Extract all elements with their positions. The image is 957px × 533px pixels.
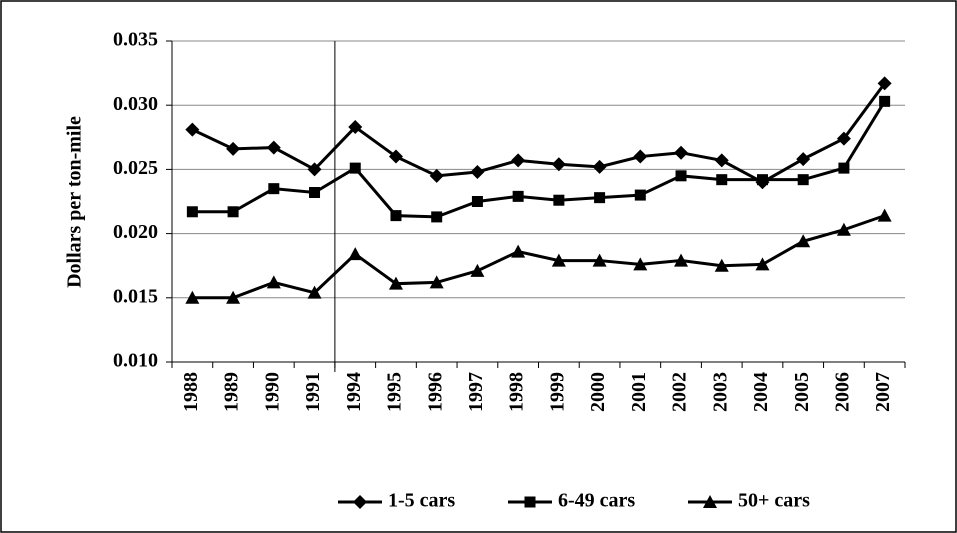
point — [226, 290, 241, 304]
x-tick-label: 2006 — [832, 372, 854, 412]
x-tick-label: 2007 — [872, 372, 894, 412]
x-tick-label: 1989 — [221, 372, 243, 412]
point — [185, 122, 200, 137]
legend-label: 50+ cars — [738, 490, 810, 512]
point — [185, 290, 200, 304]
point — [594, 192, 606, 204]
x-tick-label: 2004 — [750, 372, 772, 412]
x-tick-label: 1998 — [506, 372, 528, 412]
point — [838, 162, 850, 174]
point — [227, 206, 239, 218]
x-tick-label: 2000 — [587, 372, 609, 412]
series-line — [192, 100, 886, 219]
point — [266, 140, 281, 155]
x-tick-label: 1999 — [546, 372, 568, 412]
legend-marker — [524, 496, 536, 508]
legend-marker — [703, 495, 717, 508]
y-tick-label: 0.015 — [113, 285, 158, 307]
point — [470, 263, 485, 277]
point — [429, 168, 444, 183]
y-tick-label: 0.020 — [113, 221, 158, 243]
point — [714, 153, 729, 168]
point — [349, 162, 361, 174]
point — [431, 211, 443, 223]
point — [836, 131, 851, 146]
point — [553, 194, 565, 206]
point — [268, 183, 280, 195]
x-tick-label: 1996 — [424, 372, 446, 412]
point — [388, 276, 403, 290]
point — [796, 234, 811, 248]
legend-marker — [353, 495, 367, 509]
point — [471, 196, 483, 207]
point — [511, 153, 526, 168]
x-tick-label: 1994 — [343, 372, 365, 412]
point — [674, 253, 689, 267]
x-tick-label: 1991 — [302, 372, 324, 412]
point — [675, 170, 687, 182]
point — [186, 206, 198, 218]
point — [797, 174, 809, 186]
point — [756, 174, 768, 186]
x-tick-label: 2002 — [669, 372, 691, 412]
point — [307, 285, 322, 299]
point — [429, 275, 444, 289]
point — [592, 159, 607, 174]
y-tick-label: 0.025 — [113, 157, 158, 179]
x-tick-label: 1997 — [465, 372, 487, 412]
point — [551, 253, 566, 267]
x-tick-label: 2001 — [628, 372, 650, 412]
legend-label: 1-5 cars — [388, 490, 455, 512]
point — [755, 257, 770, 271]
point — [836, 222, 851, 236]
x-tick-label: 1990 — [261, 372, 283, 412]
point — [592, 253, 607, 267]
point — [633, 149, 648, 164]
point — [634, 189, 646, 201]
point — [266, 275, 281, 289]
point — [390, 210, 402, 222]
point — [551, 157, 566, 172]
point — [633, 257, 648, 271]
x-tick-label: 2005 — [791, 372, 813, 412]
y-axis-title: Dollars per ton-mile — [64, 116, 86, 288]
y-tick-label: 0.035 — [113, 29, 158, 51]
point — [796, 152, 811, 167]
point — [348, 247, 363, 261]
x-tick-label: 1995 — [384, 372, 406, 412]
y-tick-label: 0.030 — [113, 93, 158, 115]
point — [309, 187, 321, 199]
point — [226, 141, 241, 156]
point — [714, 258, 729, 272]
x-tick-label: 1988 — [180, 372, 202, 412]
point — [877, 208, 892, 222]
y-tick-label: 0.010 — [113, 350, 158, 372]
x-tick-label: 2003 — [709, 372, 731, 412]
legend-label: 6-49 cars — [558, 490, 635, 512]
point — [470, 164, 485, 179]
series-line — [192, 214, 886, 300]
point — [716, 174, 728, 186]
point — [348, 120, 363, 135]
point — [879, 95, 891, 107]
point — [511, 244, 526, 258]
point — [674, 145, 689, 160]
point — [307, 162, 322, 177]
point — [877, 76, 892, 91]
point — [388, 149, 403, 164]
point — [512, 190, 524, 202]
